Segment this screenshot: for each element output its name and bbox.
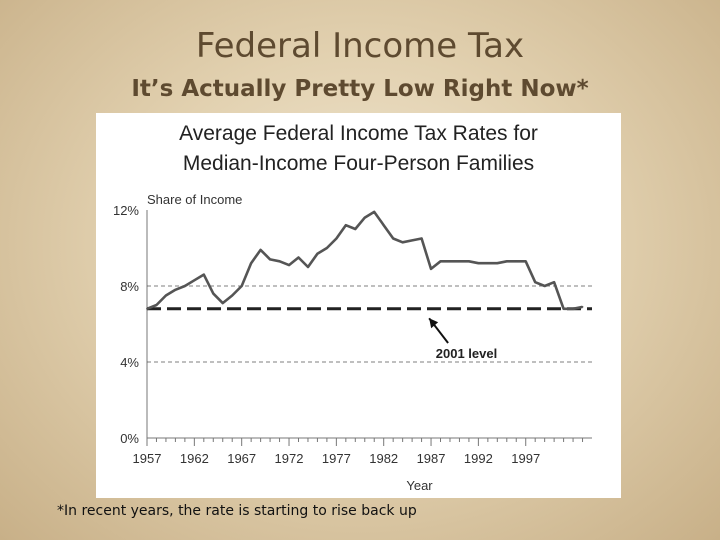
data-point [221,302,224,304]
data-point [316,252,319,255]
footnote: *In recent years, the rate is starting t… [57,503,417,519]
data-point [307,266,309,268]
chart-title-line-2: Median-Income Four-Person Families [182,152,535,175]
data-point [363,216,366,219]
slide-subtitle: It’s Actually Pretty Low Right Now* [131,76,589,102]
data-point [430,268,432,270]
data-point [477,262,480,265]
y-tick-label: 12% [113,203,139,218]
x-tick-label: 1962 [180,451,209,466]
data-point [524,260,527,263]
data-point [146,307,148,310]
y-tick-label: 4% [120,355,139,370]
annotation-arrowhead [429,318,439,329]
data-point [335,237,338,240]
data-point [155,304,158,306]
data-point [439,260,442,263]
x-tick-label: 1987 [417,451,446,466]
line-chart: Share of Income 0% 4% 8% 12% 1957 1962 1967 1972… [113,192,592,493]
x-tick-label: 1967 [227,451,256,466]
slide-title: Federal Income Tax [195,26,525,66]
data-point [458,260,461,263]
data-point [411,239,414,242]
data-point [486,262,489,265]
data-point [354,228,357,230]
data-point [259,249,262,251]
data-point [269,258,271,261]
data-point [534,281,537,284]
x-tick-label: 1977 [322,451,351,466]
data-point [420,237,423,240]
data-point [449,260,451,263]
chart-panel: Average Federal Income Tax Rates for Med… [96,113,621,498]
x-tick-label: 1972 [275,451,304,466]
data-point [543,285,546,287]
data-point [202,273,205,276]
data-point [297,256,300,259]
data-point [496,262,499,265]
y-axis-title: Share of Income [147,192,242,207]
data-point [174,288,177,291]
data-point [165,294,167,297]
data-point [505,260,508,263]
data-point [562,307,565,310]
data-point [193,279,196,282]
y-tick-label: 8% [120,279,139,294]
data-point [183,285,186,287]
data-point [373,211,376,213]
series-line [146,210,583,311]
data-point [325,247,328,249]
data-point [515,260,518,263]
x-tick-label: 1982 [369,451,398,466]
data-point [278,260,281,263]
data-point [572,307,574,310]
data-point [401,241,404,244]
x-tick-label: 1957 [133,451,162,466]
annotation-label: 2001 level [436,346,497,361]
data-point [382,224,385,227]
x-tick-label: 1997 [511,451,540,466]
data-point [240,285,243,287]
data-point [468,260,470,263]
x-tick-label: 1992 [464,451,493,466]
data-point [344,224,347,227]
data-point [250,262,253,265]
chart-title-line-1: Average Federal Income Tax Rates for [179,122,538,145]
data-point [288,264,290,266]
data-point [392,237,395,240]
y-tick-label: 0% [120,431,139,446]
data-point [553,281,556,284]
x-axis-title: Year [406,478,433,493]
data-point [231,294,234,297]
data-point [581,306,584,308]
data-point [212,292,215,295]
